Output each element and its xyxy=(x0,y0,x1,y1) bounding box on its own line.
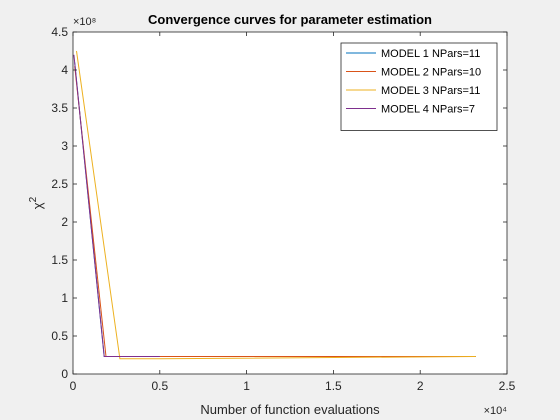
y-tick-label: 1.5 xyxy=(51,253,68,267)
x-tick-label: 1 xyxy=(243,379,250,393)
x-axis-label: Number of function evaluations xyxy=(200,402,380,417)
y-tick-label: 2 xyxy=(61,215,68,229)
y-tick-label: 0.5 xyxy=(51,329,68,343)
x-tick-label: 2.5 xyxy=(499,379,516,393)
x-tick-label: 1.5 xyxy=(325,379,342,393)
y-tick-label: 3 xyxy=(61,139,68,153)
svg-text:χ2: χ2 xyxy=(28,196,45,209)
x-tick-label: 0 xyxy=(70,379,77,393)
legend-label-model-1: MODEL 1 NPars=11 xyxy=(381,48,480,60)
chart-title: Convergence curves for parameter estimat… xyxy=(148,12,432,27)
y-axis-label: χ2 xyxy=(28,196,45,209)
x-tick-label: 0.5 xyxy=(151,379,168,393)
x-tick-label: 2 xyxy=(417,379,424,393)
y-exponent-label: ×10⁸ xyxy=(73,16,96,28)
y-tick-label: 0 xyxy=(61,367,68,381)
y-tick-label: 1 xyxy=(61,291,68,305)
legend-label-model-4: MODEL 4 NPars=7 xyxy=(381,104,475,116)
y-tick-label: 3.5 xyxy=(51,101,68,115)
series-layer xyxy=(73,50,476,360)
series-line-model-4 xyxy=(73,54,160,357)
y-tick-label: 4 xyxy=(61,63,68,77)
y-axis-label-main: χ xyxy=(30,202,45,209)
legend: MODEL 1 NPars=11 MODEL 2 NPars=10 MODEL 3 … xyxy=(340,42,498,131)
legend-box xyxy=(340,42,498,131)
y-tick-label: 2.5 xyxy=(51,177,68,191)
x-exponent-label: ×10⁴ xyxy=(484,405,508,417)
series-line-model-3 xyxy=(76,50,476,360)
legend-label-model-2: MODEL 2 NPars=10 xyxy=(381,67,481,79)
legend-label-model-3: MODEL 3 NPars=11 xyxy=(381,85,480,97)
y-tick-label: 4.5 xyxy=(51,25,68,39)
axes-box xyxy=(72,31,508,375)
y-axis-label-superscript: 2 xyxy=(28,196,39,202)
axes-layer: 0 0.5 1 1.5 2 2.5 0 0.5 1 1.5 2 2.5 3 3.5 4 4.5 xyxy=(51,25,515,393)
